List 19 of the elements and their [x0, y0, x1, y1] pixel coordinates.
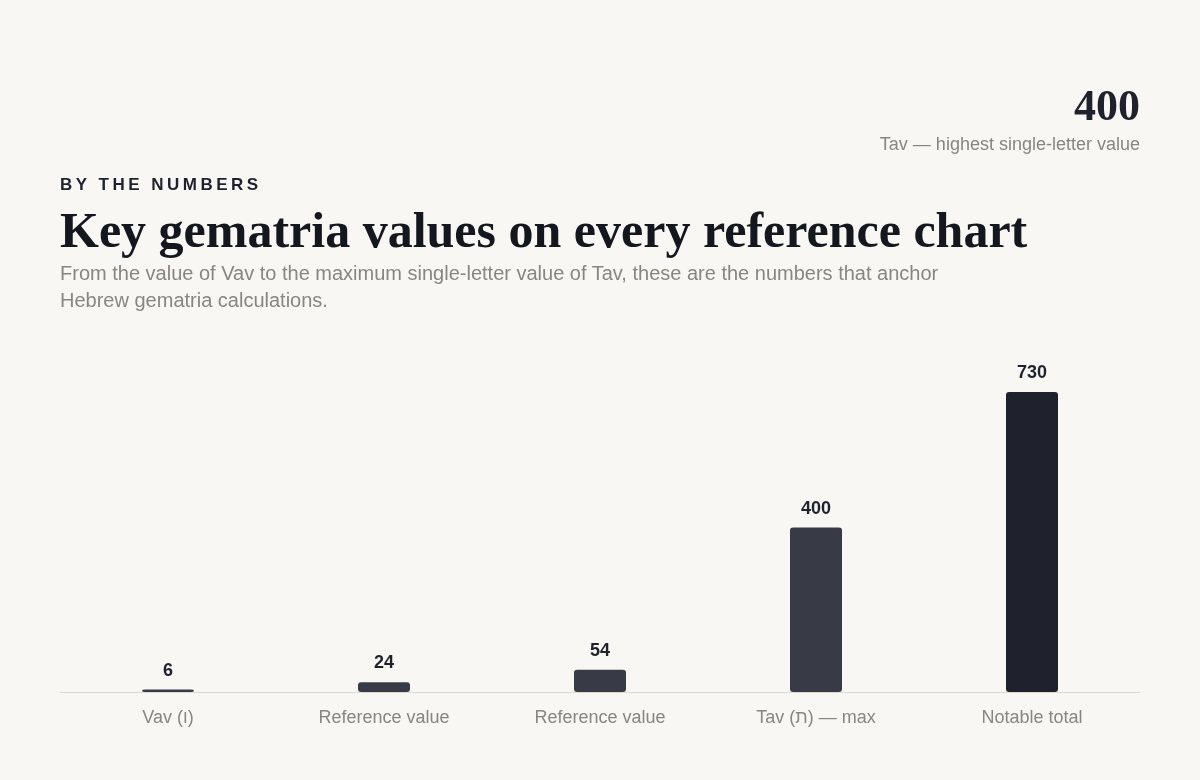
x-tick-label: Reference value: [534, 707, 666, 727]
chart-subtitle: From the value of Vav to the maximum single-letter value of Tav, these are the numbers that anchor Hebrew gematria calculations.: [60, 262, 939, 311]
data-label: 730: [1016, 362, 1048, 382]
chart-title: Key gematria values on every reference chart: [60, 202, 1028, 258]
x-tick-label: Reference value: [318, 707, 450, 727]
bar: [574, 669, 626, 692]
bar: [790, 527, 842, 692]
data-label: 54: [589, 639, 611, 660]
data-label: 6: [162, 659, 174, 680]
bar: [1006, 392, 1058, 692]
data-label: 24: [373, 652, 395, 673]
x-tick-label: Tav (ת) — max: [756, 707, 876, 727]
text: Tav — highest single-letter value: [879, 134, 1140, 154]
data-label: 400: [800, 497, 832, 518]
text: 400: [1074, 81, 1140, 130]
bar: [358, 682, 410, 692]
x-tick-label: Vav (ו): [142, 707, 194, 727]
x-tick-label: Notable total: [981, 707, 1083, 727]
text: BY THE NUMBERS: [60, 175, 262, 194]
